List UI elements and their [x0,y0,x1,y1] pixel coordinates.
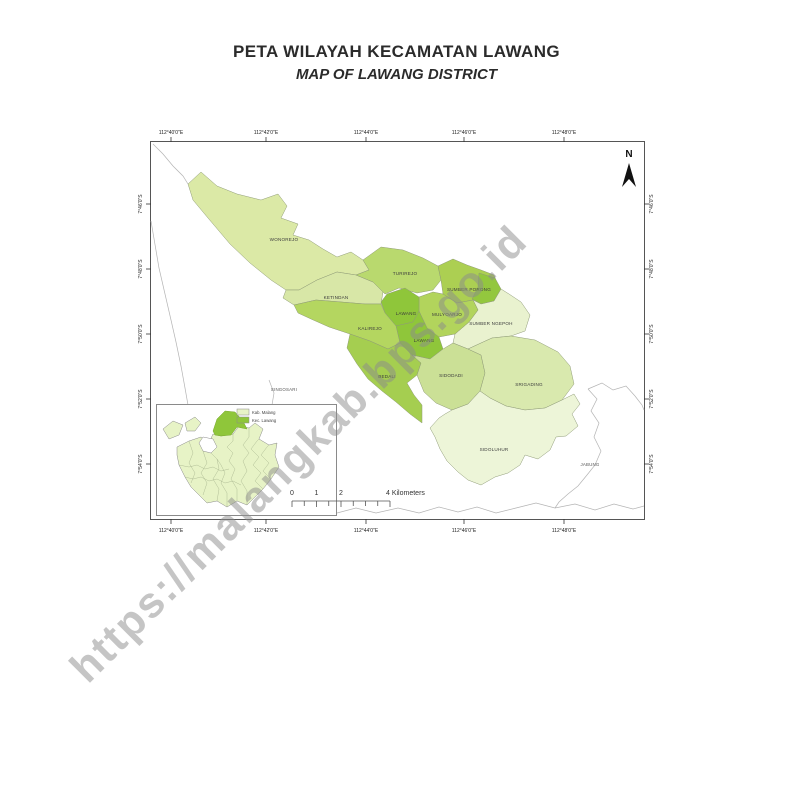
region-label-sidoluhur: SIDOLUHUR [480,447,509,452]
page-subtitle: MAP OF LAWANG DISTRICT [295,66,498,83]
inset-map: Kab. Malang Kec. Lawang [156,404,337,516]
legend-label-kec-lawang: Kec. Lawang [252,418,277,423]
region-wonorejo [187,171,370,291]
north-arrow-icon [622,163,636,187]
village-labels: WONOREJO KETINDAN TURIREJO SUMBER PORONG… [270,237,600,467]
page-title: PETA WILAYAH KECAMATAN LAWANG [232,42,561,61]
region-label-turirejo: TURIREJO [393,271,418,276]
inset-village-boundaries [178,428,272,507]
title-block: PETA WILAYAH KECAMATAN LAWANG MAP OF LAW… [0,42,793,83]
lon-label-bottom-4: 112°48'0"E [552,528,577,534]
lat-label-left-0: 7°46'0"S [138,194,144,214]
lon-label-top-3: 112°46'0"E [452,130,477,136]
region-label-kalirejo: KALIREJO [358,326,382,331]
legend-swatch-kec-lawang [236,416,250,424]
scale-ruler [291,500,391,507]
region-sumber-ngepoh [452,288,531,350]
lat-label-right-1: 7°48'0"S [649,259,655,279]
lon-label-top-4: 112°48'0"E [552,130,577,136]
village-polygons [187,171,581,486]
lon-label-bottom-2: 112°44'0"E [354,528,379,534]
lon-label-bottom-1: 112°42'0"E [254,528,279,534]
lon-label-top-2: 112°44'0"E [354,130,379,136]
scale-label-2: 2 [339,490,343,497]
neighbor-label-singosari: SINGOSARI [271,387,297,392]
scale-label-1: 1 [315,490,319,497]
legend-swatch-kab-malang [236,408,250,416]
neighbor-label-jabung: JABUNG [580,462,599,467]
map-canvas: WONOREJO KETINDAN TURIREJO SUMBER PORONG… [138,130,655,534]
legend-label-kab-malang: Kab. Malang [252,410,276,415]
region-label-bedali: BEDALI [378,374,396,379]
scale-bar: 0 1 2 4 Kilometers [285,486,435,512]
lon-label-top-1: 112°42'0"E [254,130,279,136]
lon-label-top-0: 112°40'0"E [159,130,184,136]
north-label: N [625,149,633,160]
region-sidoluhur [429,390,581,486]
region-label-lawang-north: LAWANG [396,311,417,316]
lat-label-right-2: 7°50'0"S [649,324,655,344]
region-bedali [346,333,423,424]
lon-label-bottom-0: 112°40'0"E [159,528,184,534]
graticule-labels: 112°40'0"E 112°42'0"E 112°44'0"E 112°46'… [138,130,655,534]
region-turirejo [355,246,442,295]
lat-label-left-2: 7°50'0"S [138,324,144,344]
region-label-lawang-south: LAWANG [414,338,435,343]
north-arrow: N [614,150,644,194]
lat-label-left-3: 7°52'0"S [138,389,144,409]
region-label-ketindan: KETINDAN [324,295,349,300]
lon-label-bottom-3: 112°46'0"E [452,528,477,534]
region-label-wonorejo: WONOREJO [270,237,299,242]
scale-label-4km: 4 Kilometers [386,490,425,497]
neighbor-boundary-lines [150,143,645,514]
lat-label-right-3: 7°52'0"S [649,389,655,409]
inset-kabupaten [162,416,280,508]
inset-legend: Kab. Malang Kec. Lawang [236,408,277,424]
region-label-sumber-porong: SUMBER PORONG [447,287,491,292]
graticule-ticks [146,137,649,524]
scale-label-0: 0 [290,490,294,497]
region-label-sidodadi: SIDODADI [439,373,463,378]
lat-label-left-1: 7°48'0"S [138,259,144,279]
lat-label-right-4: 7°54'0"S [649,454,655,474]
region-label-srigading: SRIGADING [515,382,543,387]
region-label-mulyoarjo: MULYOARJO [432,312,462,317]
region-label-sumber-ngepoh: SUMBER NGEPOH [469,321,512,326]
lat-label-right-0: 7°46'0"S [649,194,655,214]
lat-label-left-4: 7°54'0"S [138,454,144,474]
